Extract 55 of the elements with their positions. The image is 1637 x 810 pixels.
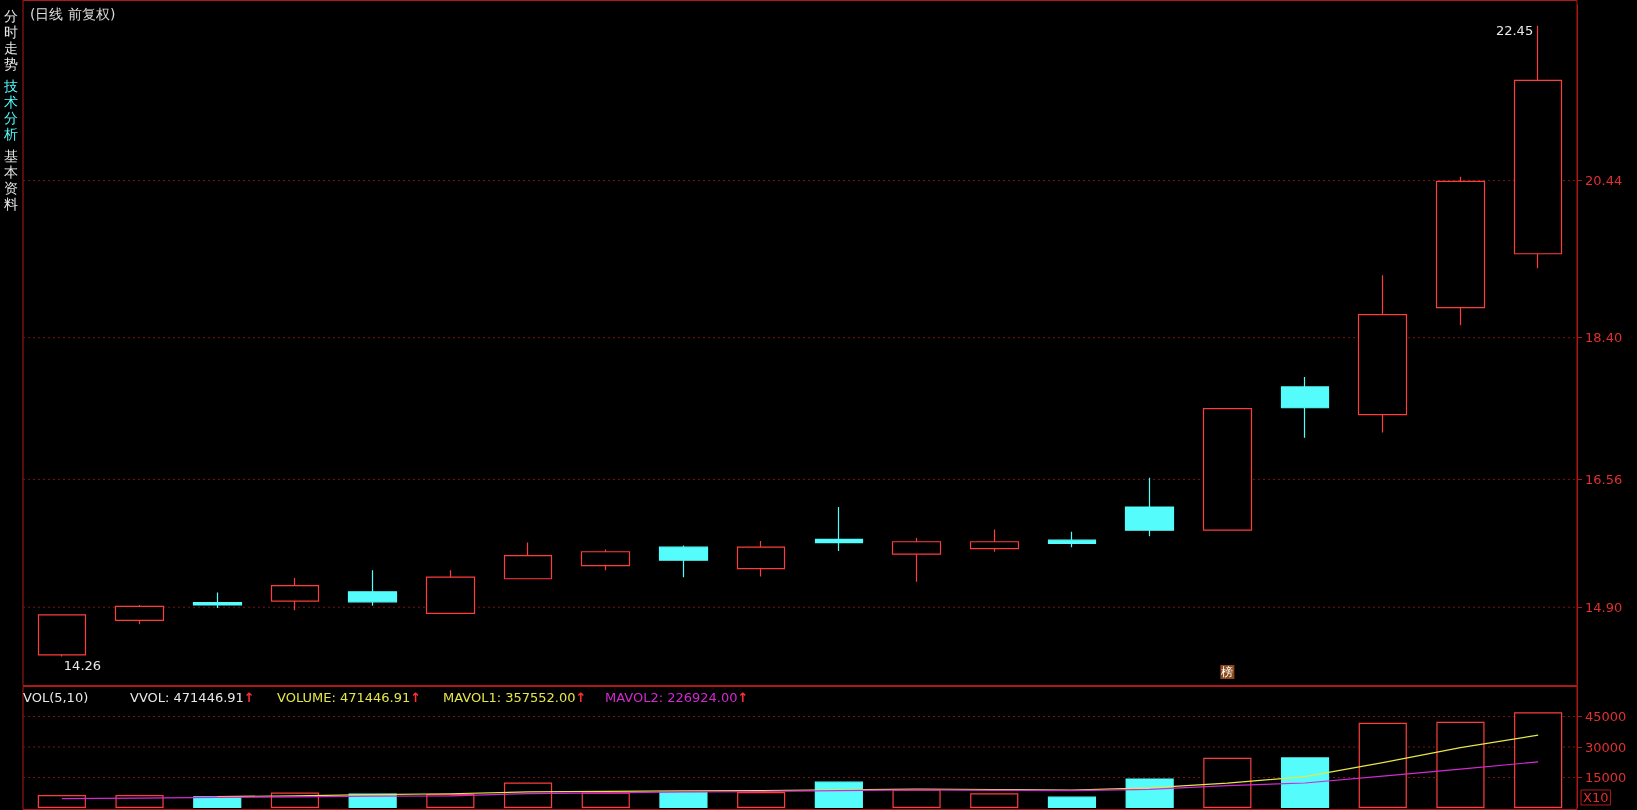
bar [814,781,863,808]
annotation: VVOL: 471446.91↑ [130,690,255,705]
candlestick [270,577,320,611]
candlestick [1047,531,1097,548]
candlestick [37,613,87,658]
text: 基本资料 [4,148,18,212]
chart-title: (日线 前复权) [30,6,116,22]
candlestick [814,506,864,552]
candlestick [1124,477,1175,537]
candlestick [580,548,631,571]
bar [737,791,786,808]
chart-title: VOL(5,10) [23,690,89,705]
candlestick [658,545,709,578]
annotation: MAVOL1: 357552.00↑ [443,690,587,705]
bar [581,792,630,808]
candlestick [192,591,243,609]
bar [37,794,86,808]
candlestick [114,604,165,625]
candlestick [1435,176,1486,326]
candlestick [969,528,1020,553]
bar [659,791,708,808]
y-tick-label: 20.44 [1585,173,1623,189]
annotation: MAVOL2: 226924.00↑ [605,690,749,705]
y-tick-label: 18.40 [1585,330,1623,346]
candlestick [1202,407,1253,531]
candlestick [891,537,942,583]
line-series [216,734,1539,798]
y-tick-label: 14.90 [1585,599,1623,615]
y-axis-title: X10 [1583,790,1609,805]
bar [970,793,1019,808]
y-tick-label: 45000 [1585,709,1627,724]
candlestick [347,569,398,607]
bar [1358,722,1407,808]
candlestick [503,541,553,580]
annotation: 22.45 [1495,22,1534,38]
annotation: VOLUME: 471446.91↑ [277,690,422,705]
bar [1436,721,1485,808]
bar [1280,757,1330,808]
bar [1514,712,1563,808]
bar [1203,757,1252,808]
candlestick [1280,376,1330,439]
y-tick-label: 15000 [1585,770,1627,785]
line-series [61,761,1539,800]
annotation: 榜 [1221,665,1234,679]
bar [1125,778,1174,808]
text: 技术分析 [3,78,18,142]
candlestick [425,569,476,614]
bar [1047,796,1097,808]
y-tick-label: 16.56 [1585,471,1623,487]
bar [892,789,941,808]
candlestick [736,540,786,578]
text: 分时走势 [4,8,18,72]
annotation: 14.26 [63,657,102,673]
y-tick-label: 30000 [1585,739,1627,755]
candlestick [1357,274,1408,434]
